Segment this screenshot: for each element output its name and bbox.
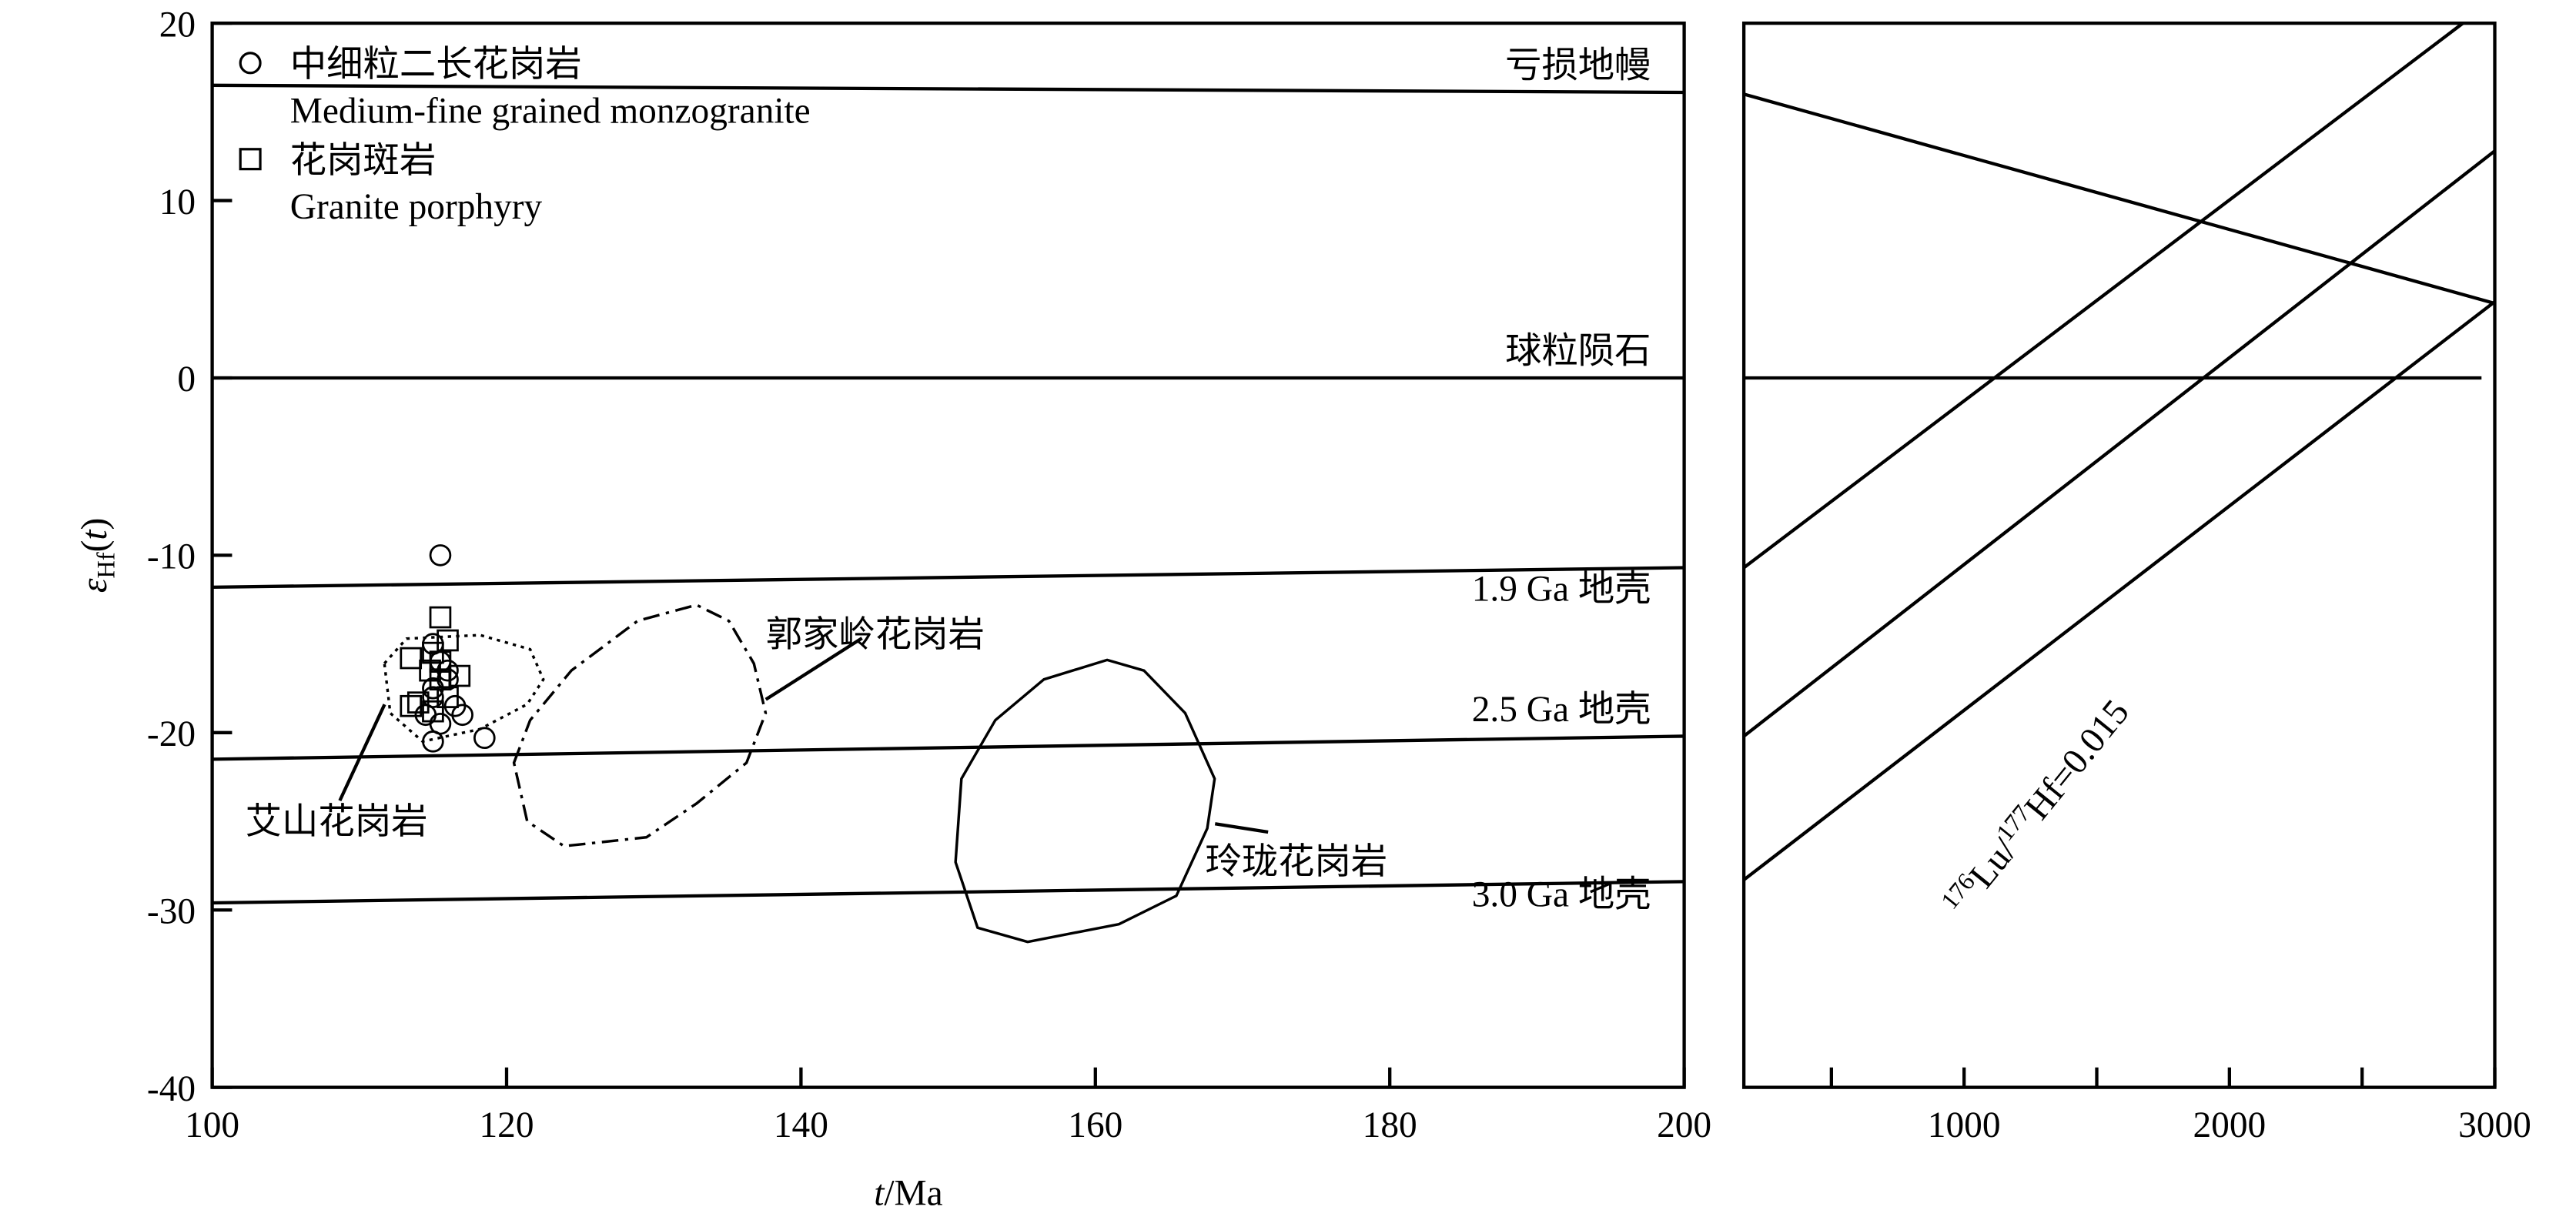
- point: [448, 664, 471, 687]
- legend-label-en: Medium-fine grained monzogranite: [290, 91, 811, 131]
- point: [451, 704, 473, 727]
- reference-line: [1742, 22, 2464, 570]
- leader-line: [338, 704, 386, 802]
- svg-text:176Lu/177Hf=0.015: 176Lu/177Hf=0.015: [1935, 690, 2137, 924]
- point: [429, 650, 452, 673]
- point: [437, 686, 459, 709]
- y-tick-label: -30: [147, 891, 196, 931]
- legend-marker: [239, 148, 262, 171]
- leader-line: [764, 637, 863, 701]
- left-frame: [210, 21, 1686, 1089]
- reference-line: [212, 734, 1684, 761]
- region-outline: [512, 603, 768, 848]
- legend-label: 中细粒二长花岗岩: [290, 45, 582, 85]
- region-label: 郭家岭花岗岩: [766, 615, 985, 655]
- reference-line: [1742, 149, 2496, 738]
- reference-line: [1743, 92, 2496, 306]
- x-tick-label: 3000: [2458, 1105, 2531, 1145]
- x-tick-label: 100: [185, 1105, 239, 1145]
- region-outline: [954, 658, 1216, 944]
- y-tick-label: -10: [147, 537, 196, 577]
- y-tick-label: 0: [177, 359, 196, 399]
- region-label: 玲珑花岗岩: [1205, 842, 1387, 882]
- x-tick-label: 180: [1363, 1105, 1417, 1145]
- x-tick-label: 160: [1068, 1105, 1122, 1145]
- x-tick-label: 120: [479, 1105, 534, 1145]
- point: [473, 727, 496, 750]
- point: [429, 606, 452, 629]
- legend-label: 花岗斑岩: [290, 141, 436, 181]
- y-axis-label: εHf(t): [75, 518, 120, 593]
- x-axis-label: t/Ma: [874, 1174, 942, 1210]
- y-tick-label: -20: [147, 714, 196, 754]
- line-label: 2.5 Ga 地壳: [1472, 690, 1651, 730]
- y-tick-label: -40: [147, 1069, 196, 1109]
- x-tick-label: 2000: [2193, 1105, 2266, 1145]
- line-label: 球粒陨石: [1505, 332, 1651, 372]
- reference-line: [212, 566, 1684, 590]
- line-label: 3.0 Ga 地壳: [1472, 875, 1651, 915]
- point: [422, 700, 444, 723]
- point: [422, 730, 444, 753]
- legend-marker: [239, 52, 262, 75]
- x-tick-label: 1000: [1928, 1105, 2001, 1145]
- reference-line: [212, 880, 1684, 905]
- y-tick-label: 10: [159, 182, 196, 222]
- reference-line: [1742, 300, 2496, 881]
- point: [437, 629, 459, 652]
- reference-line: [212, 83, 1684, 95]
- x-tick-label: 140: [774, 1105, 828, 1145]
- legend-label-en: Granite porphyry: [290, 187, 543, 227]
- annotation: 176Lu/177Hf=0.015: [1935, 690, 2137, 924]
- point: [400, 647, 423, 670]
- point: [429, 668, 452, 691]
- line-label: 亏损地幔: [1505, 46, 1651, 86]
- line-label: 1.9 Ga 地壳: [1472, 570, 1651, 610]
- y-tick-label: 20: [159, 5, 196, 45]
- point: [400, 694, 423, 717]
- leader-line: [1214, 822, 1269, 834]
- x-tick-label: 200: [1657, 1105, 1711, 1145]
- region-label: 艾山花岗岩: [246, 802, 428, 842]
- point: [429, 544, 452, 567]
- right-frame: [1741, 21, 2497, 1089]
